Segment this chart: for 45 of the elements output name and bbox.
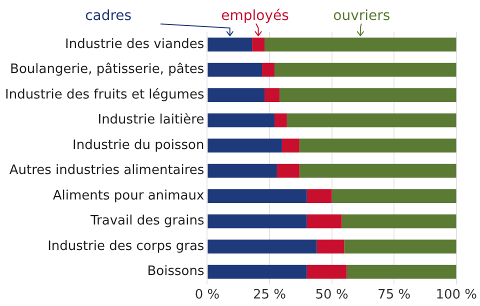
bar [316,240,344,254]
bar [306,189,332,203]
y-tick-label: Industrie des corps gras [48,238,204,254]
bar [208,113,274,128]
bar [286,113,456,128]
x-tick-label: 50 % [315,288,348,303]
y-tick-label: Aliments pour animaux [52,188,205,204]
x-tick-label: 100 % [436,288,478,303]
bar [344,240,456,254]
y-tick-label: Boulangerie, pâtisserie, pâtes [10,62,204,78]
bar [346,264,456,279]
bar [279,88,456,102]
series-label: ouvriers [333,8,390,24]
bar [208,240,317,254]
x-tick-label: 75 % [378,288,411,303]
y-tick-label: Boissons [147,264,204,280]
bar [342,214,456,228]
text: cadres [85,8,132,24]
bar [274,62,456,77]
bar [274,113,287,128]
bar [276,164,300,178]
bar [306,214,342,228]
y-tick-label: Travail des grains [90,214,204,229]
bar [208,214,307,228]
y-tick-label: Industrie laitière [98,112,204,128]
y-tick-label: Industrie des viandes [64,36,204,52]
bar [208,88,265,102]
x-tick-label: 25 % [252,288,286,303]
bar [208,138,282,153]
bar [299,164,456,178]
bar [264,88,280,102]
bar [282,138,300,153]
bar [299,138,456,153]
bar [306,264,347,279]
series-label: employés [221,8,289,24]
bar [208,62,262,77]
bar [262,62,274,77]
y-tick-label: Autres industries alimentaires [9,163,204,178]
y-tick-label: Industrie du poisson [72,138,204,153]
bar [208,189,307,203]
bar [208,264,307,279]
x-tick-label: 0 % [194,288,220,303]
y-tick-label: Industrie des fruits et légumes [4,87,204,102]
bar [332,189,456,203]
bar [208,164,277,178]
